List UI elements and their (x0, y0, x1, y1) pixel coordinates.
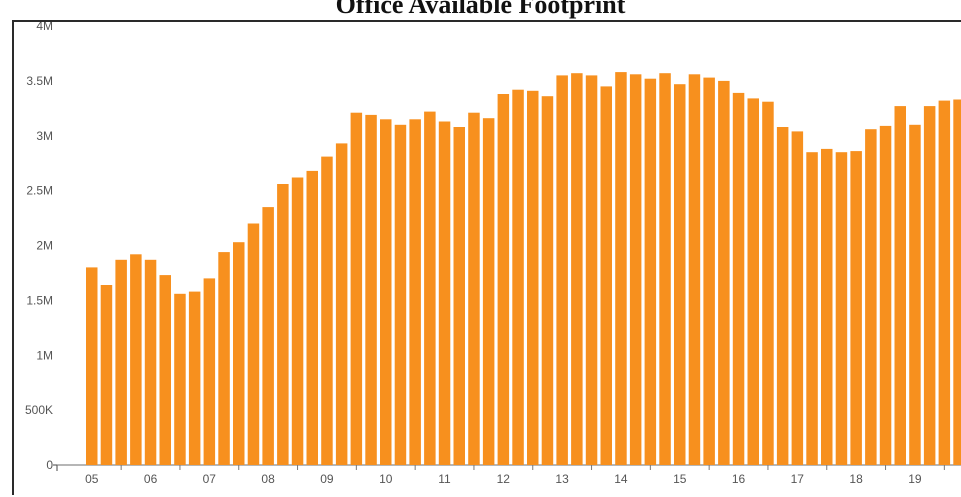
bar (482, 118, 495, 465)
x-tick-label: 11 (438, 472, 451, 486)
bar (732, 92, 745, 466)
bar (688, 74, 701, 466)
bar (674, 84, 686, 465)
bar (86, 267, 98, 465)
bar (776, 127, 789, 465)
bar (850, 151, 862, 465)
bar (879, 125, 892, 466)
bar (144, 259, 157, 465)
bar (218, 252, 230, 465)
x-tick-label: 19 (908, 472, 922, 486)
bar (438, 121, 451, 465)
bar (923, 106, 936, 465)
bar (453, 127, 465, 465)
y-tick-label: 3M (36, 129, 53, 143)
bar (100, 285, 113, 465)
bar (762, 101, 774, 465)
y-tick-label: 500K (25, 403, 53, 417)
bar (409, 119, 421, 466)
bar (953, 99, 961, 465)
y-tick-label: 4M (36, 22, 53, 33)
bar (497, 94, 510, 465)
bar (159, 275, 171, 465)
bar (380, 119, 392, 466)
x-tick-label: 06 (144, 472, 158, 486)
y-tick-label: 1.5M (26, 293, 53, 307)
y-tick-label: 2.5M (26, 184, 53, 198)
bar (865, 129, 877, 465)
bar (335, 143, 348, 465)
bar (835, 152, 848, 465)
x-tick-label: 18 (849, 472, 863, 486)
bar (821, 148, 833, 465)
bar (262, 207, 274, 465)
bar (115, 259, 127, 465)
bar (350, 112, 363, 465)
x-tick-label: 08 (261, 472, 275, 486)
bar (791, 131, 804, 465)
bar (233, 242, 245, 465)
bar (468, 112, 480, 465)
bar (629, 74, 642, 466)
bar (585, 75, 598, 466)
x-tick-label: 12 (497, 472, 511, 486)
bar (703, 77, 715, 465)
y-tick-label: 3.5M (26, 74, 53, 88)
bar (527, 90, 539, 466)
bar (615, 72, 627, 465)
bar (556, 75, 568, 466)
x-tick-label: 14 (614, 472, 628, 486)
bar (571, 73, 583, 465)
bar (365, 114, 377, 466)
y-tick-label: 2M (36, 239, 53, 253)
bar (203, 278, 216, 465)
x-tick-label: 17 (791, 472, 805, 486)
bar (188, 291, 201, 465)
bars (86, 72, 961, 466)
bar (938, 100, 951, 465)
bar (747, 98, 759, 466)
y-axis: 0 500K 1M 1.5M 2M 2.5M 3M 3.5M 4M (25, 22, 58, 472)
y-tick-label: 1M (36, 348, 53, 362)
bar (277, 184, 289, 465)
y-tick-label: 0 (46, 458, 53, 472)
bar (644, 78, 657, 465)
x-tick-label: 15 (673, 472, 687, 486)
x-axis: 05060708091011121314151617181920 (57, 464, 961, 486)
chart-title: Office Available Footprint (335, 0, 626, 19)
bar (291, 177, 304, 465)
x-tick-label: 09 (320, 472, 334, 486)
bar (321, 156, 333, 465)
bar (718, 80, 730, 466)
x-tick-label: 13 (555, 472, 569, 486)
bar (894, 106, 906, 465)
bar (600, 86, 612, 466)
x-tick-label: 05 (85, 472, 99, 486)
bar (424, 111, 436, 465)
bar (306, 170, 318, 465)
bar (659, 73, 671, 465)
bar (806, 152, 818, 465)
bar (909, 124, 921, 466)
bar (130, 254, 142, 465)
chart-frame: 0 500K 1M 1.5M 2M 2.5M 3M 3.5M 4M 05 06 07 08 09 10 11… (12, 20, 961, 495)
bar (174, 293, 186, 465)
bar (247, 223, 260, 465)
x-tick-label: 10 (379, 472, 393, 486)
x-tick-label: 07 (203, 472, 217, 486)
bar (512, 89, 524, 465)
bar (394, 124, 407, 466)
bar-chart: 0 500K 1M 1.5M 2M 2.5M 3M 3.5M 4M 05 06 07 08 09 10 11… (25, 22, 961, 486)
x-tick-label: 16 (732, 472, 746, 486)
bar (541, 96, 554, 465)
